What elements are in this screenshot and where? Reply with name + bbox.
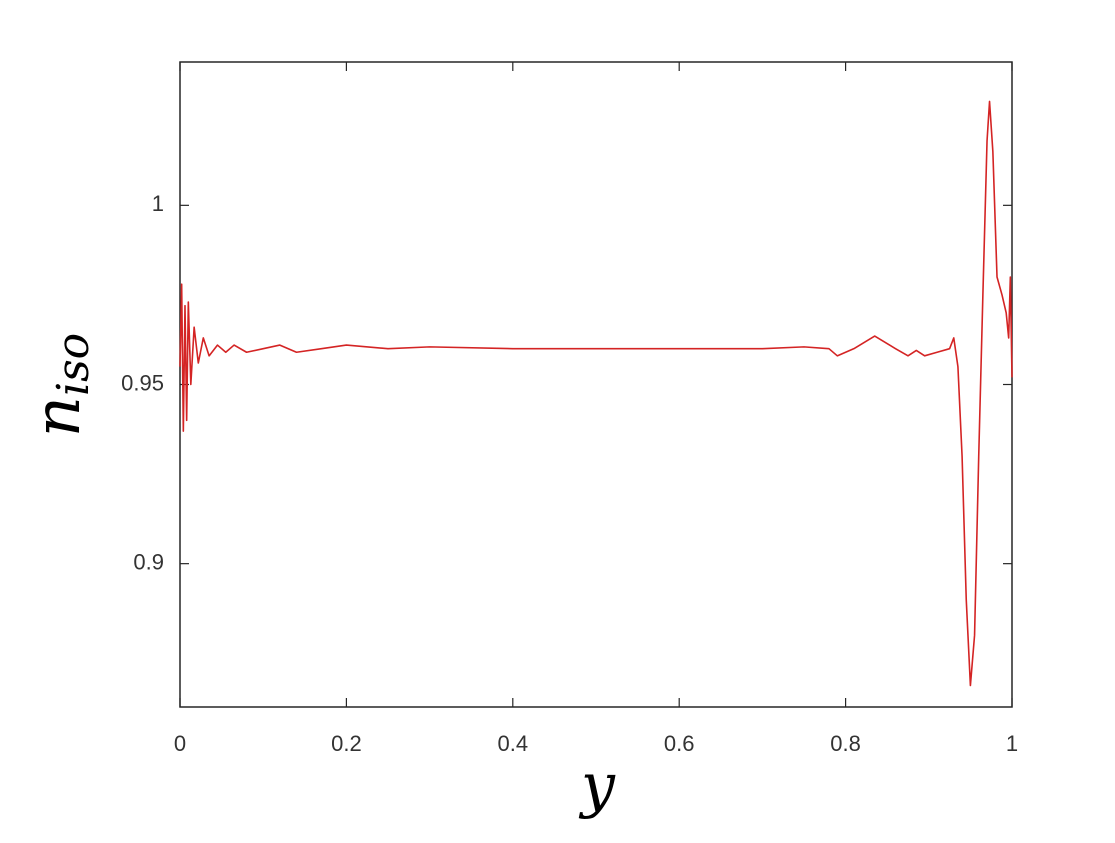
y-axis-label-subscript: iso <box>48 333 99 396</box>
x-tick-label: 0.8 <box>830 731 861 756</box>
x-tick-label: 0.4 <box>498 731 529 756</box>
y-tick-label: 0.9 <box>133 549 164 574</box>
x-tick-label: 0 <box>174 731 186 756</box>
x-tick-label: 0.2 <box>331 731 362 756</box>
x-tick-label: 1 <box>1006 731 1018 756</box>
y-tick-label: 1 <box>152 191 164 216</box>
y-axis-label-base: n <box>21 396 95 437</box>
plot-box <box>179 61 1013 708</box>
x-axis-label: y <box>578 751 616 821</box>
x-tick-label: 0.6 <box>664 731 695 756</box>
data-line <box>179 100 1013 687</box>
y-tick-label: 0.95 <box>121 370 164 395</box>
y-axis-label: niso <box>21 333 99 437</box>
